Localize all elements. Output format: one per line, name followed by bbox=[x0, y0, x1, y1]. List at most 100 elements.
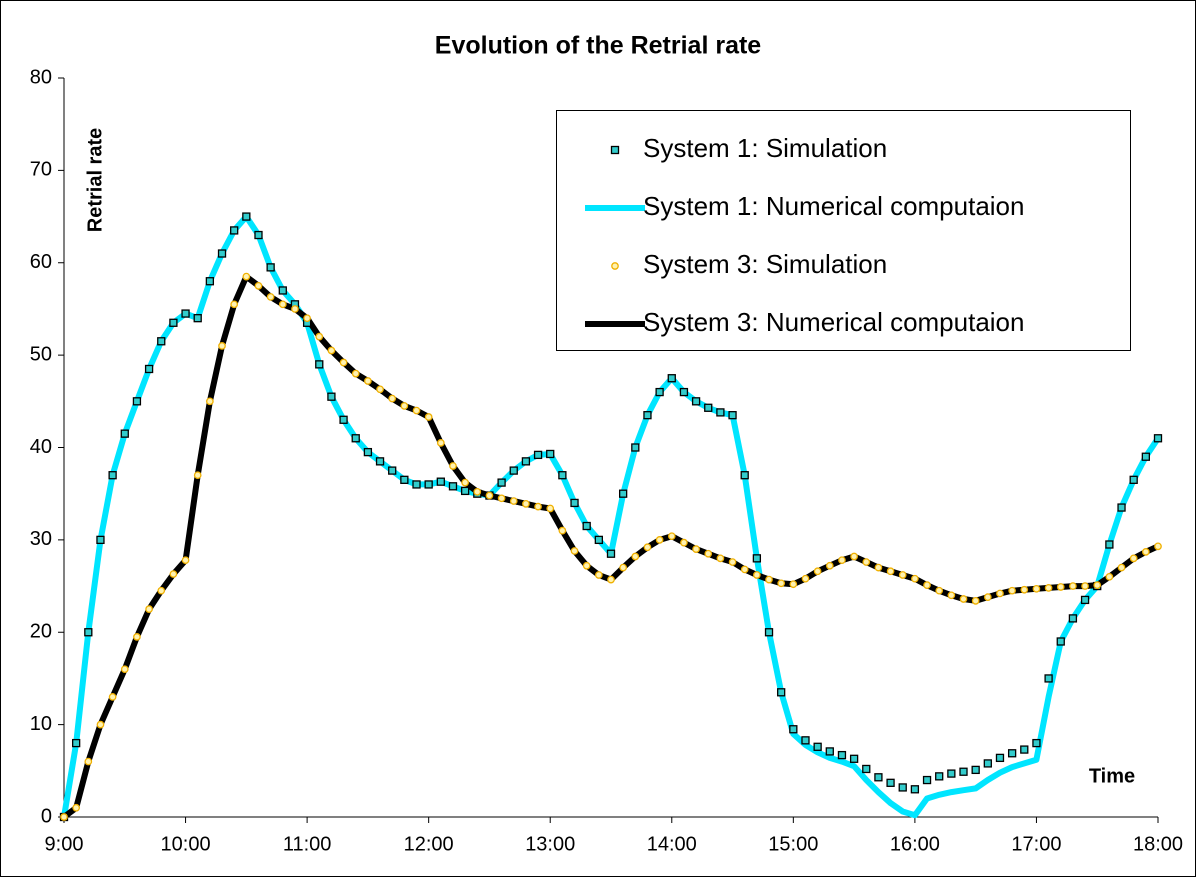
marker-circle bbox=[1129, 554, 1138, 563]
marker-square bbox=[412, 480, 421, 489]
marker-circle bbox=[716, 554, 725, 563]
marker-square bbox=[947, 769, 956, 778]
marker-square bbox=[1020, 745, 1029, 754]
marker-square bbox=[144, 364, 154, 374]
marker-circle bbox=[169, 570, 178, 578]
marker-square bbox=[752, 554, 762, 563]
marker-square bbox=[570, 498, 579, 508]
marker-circle bbox=[607, 575, 615, 584]
marker-circle bbox=[436, 439, 445, 447]
marker-circle bbox=[230, 300, 239, 309]
marker-square bbox=[849, 754, 859, 763]
marker-square bbox=[691, 397, 701, 406]
marker-circle bbox=[886, 567, 895, 576]
marker-square bbox=[983, 759, 992, 768]
marker-square bbox=[764, 628, 774, 637]
legend-marker bbox=[610, 145, 620, 155]
marker-circle bbox=[789, 580, 798, 589]
marker-square bbox=[910, 785, 920, 794]
marker-square bbox=[521, 457, 531, 466]
marker-circle bbox=[667, 532, 676, 541]
marker-circle bbox=[874, 563, 883, 572]
marker-circle bbox=[704, 549, 713, 558]
marker-circle bbox=[777, 579, 786, 588]
marker-square bbox=[230, 226, 239, 235]
marker-square bbox=[558, 471, 567, 480]
y-tick-label: 80 bbox=[30, 66, 52, 88]
marker-square bbox=[400, 475, 409, 484]
marker-circle bbox=[692, 545, 700, 553]
marker-square bbox=[995, 753, 1005, 763]
marker-circle bbox=[254, 281, 263, 290]
marker-square bbox=[424, 480, 433, 489]
marker-square bbox=[777, 688, 786, 697]
marker-square bbox=[1080, 595, 1090, 605]
marker-circle bbox=[120, 665, 129, 674]
marker-square bbox=[132, 397, 142, 406]
marker-circle bbox=[1069, 582, 1077, 590]
marker-circle bbox=[376, 385, 384, 394]
y-tick-label: 60 bbox=[30, 251, 52, 273]
marker-square bbox=[1141, 452, 1150, 461]
marker-square bbox=[716, 408, 725, 417]
marker-circle bbox=[1008, 586, 1016, 595]
y-tick-label: 50 bbox=[30, 343, 52, 365]
x-tick-label: 17:00 bbox=[1011, 833, 1061, 855]
marker-square bbox=[242, 212, 251, 221]
marker-square bbox=[278, 286, 287, 295]
legend-label: System 3: Simulation bbox=[643, 249, 887, 279]
marker-circle bbox=[838, 556, 846, 565]
marker-square bbox=[825, 747, 834, 756]
marker-square bbox=[971, 765, 980, 775]
legend-label: System 1: Simulation bbox=[643, 133, 887, 163]
marker-square bbox=[254, 230, 263, 240]
marker-circle bbox=[740, 565, 749, 574]
marker-circle bbox=[327, 346, 336, 355]
marker-circle bbox=[497, 494, 506, 503]
marker-circle bbox=[509, 497, 518, 505]
marker-square bbox=[886, 778, 895, 787]
marker-circle bbox=[923, 581, 931, 589]
marker-circle bbox=[388, 394, 397, 403]
x-tick-label: 12:00 bbox=[404, 833, 454, 855]
marker-circle bbox=[1020, 585, 1029, 594]
marker-circle bbox=[72, 803, 81, 812]
x-tick-label: 14:00 bbox=[647, 833, 697, 855]
marker-square bbox=[643, 411, 652, 420]
y-tick-label: 10 bbox=[30, 713, 52, 735]
marker-circle bbox=[825, 561, 834, 570]
marker-circle bbox=[96, 720, 105, 729]
marker-circle bbox=[351, 369, 360, 378]
marker-square bbox=[205, 277, 215, 286]
marker-circle bbox=[862, 558, 871, 566]
marker-square bbox=[679, 387, 689, 397]
marker-square bbox=[84, 628, 93, 637]
marker-square bbox=[1044, 674, 1053, 683]
marker-square bbox=[801, 736, 810, 745]
marker-circle bbox=[680, 538, 688, 547]
y-tick-label: 40 bbox=[30, 436, 52, 458]
legend-marker bbox=[611, 262, 619, 270]
marker-square bbox=[436, 477, 445, 486]
marker-circle bbox=[291, 305, 299, 313]
marker-square bbox=[388, 466, 397, 475]
x-axis-label: Time bbox=[1089, 765, 1135, 787]
marker-square bbox=[120, 429, 129, 438]
marker-square bbox=[1068, 614, 1078, 623]
marker-circle bbox=[1093, 581, 1102, 589]
marker-square bbox=[1056, 637, 1065, 646]
x-tick-label: 16:00 bbox=[890, 833, 940, 855]
marker-circle bbox=[1032, 584, 1041, 593]
marker-square bbox=[655, 387, 664, 397]
marker-circle bbox=[996, 589, 1004, 598]
y-tick-label: 70 bbox=[30, 159, 52, 181]
marker-square bbox=[327, 392, 336, 401]
marker-square bbox=[862, 764, 871, 774]
chart-title: Evolution of the Retrial rate bbox=[435, 32, 762, 60]
marker-square bbox=[631, 443, 640, 452]
marker-square bbox=[375, 457, 385, 466]
marker-circle bbox=[181, 556, 190, 565]
marker-square bbox=[813, 742, 822, 751]
legend-label: System 3: Numerical computaion bbox=[643, 307, 1024, 337]
marker-circle bbox=[534, 502, 542, 511]
